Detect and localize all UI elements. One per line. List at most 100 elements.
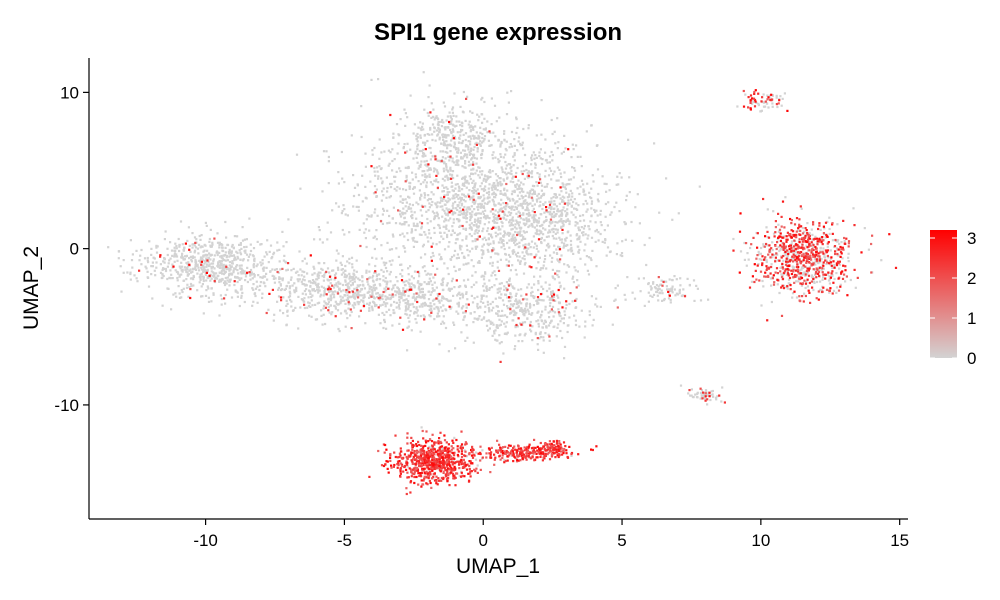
data-point (669, 301, 672, 304)
data-point (636, 193, 639, 196)
data-point (487, 190, 491, 193)
data-point (479, 217, 482, 220)
data-point (272, 277, 275, 280)
data-point (418, 164, 421, 168)
data-point (524, 332, 527, 335)
data-point (585, 210, 588, 213)
data-point (475, 224, 478, 228)
data-point (222, 263, 225, 266)
data-point (383, 264, 386, 267)
data-point (781, 97, 784, 100)
data-point (420, 283, 423, 286)
data-point (472, 198, 475, 201)
data-point (340, 290, 343, 293)
data-point (545, 289, 549, 293)
data-point (405, 176, 408, 179)
data-point (545, 326, 548, 329)
data-point (548, 203, 552, 206)
data-point (155, 266, 158, 269)
data-point (652, 282, 655, 285)
data-point (595, 144, 598, 147)
data-point (341, 296, 344, 299)
data-point (565, 183, 568, 186)
data-point (393, 180, 396, 183)
data-point (442, 160, 445, 163)
data-point (409, 182, 412, 185)
data-point (516, 302, 519, 306)
data-point (492, 242, 495, 245)
data-point (471, 274, 474, 277)
data-point (365, 245, 368, 249)
data-point (325, 150, 328, 153)
data-point (431, 123, 435, 126)
data-point (350, 256, 354, 259)
data-point (347, 289, 350, 292)
data-point (770, 263, 773, 266)
data-point (580, 179, 584, 182)
data-point (199, 278, 202, 281)
data-point (493, 186, 496, 189)
data-point (276, 241, 279, 244)
data-point (511, 285, 514, 288)
data-point (373, 271, 376, 274)
data-point (475, 281, 478, 284)
data-point (762, 243, 765, 246)
data-point (427, 168, 431, 171)
data-point (319, 293, 323, 296)
data-point (250, 271, 253, 274)
data-point (470, 168, 473, 171)
data-point (399, 118, 402, 121)
data-point (539, 293, 543, 296)
data-point (807, 249, 810, 252)
data-point (579, 155, 582, 158)
data-point (192, 274, 195, 278)
chart-title: SPI1 gene expression (374, 19, 622, 46)
data-point (653, 142, 656, 145)
data-point (213, 278, 217, 281)
data-point (770, 265, 773, 269)
data-point (479, 300, 482, 303)
data-point (517, 302, 520, 305)
data-point (216, 275, 219, 278)
data-point (526, 286, 529, 289)
data-point (456, 131, 459, 134)
data-point (520, 190, 523, 193)
data-point (448, 208, 451, 211)
data-point (339, 300, 342, 303)
data-point (467, 164, 470, 167)
data-point (472, 179, 475, 182)
data-point (173, 253, 176, 256)
data-point (556, 269, 559, 273)
data-point (524, 162, 528, 165)
data-point (593, 208, 596, 212)
data-point (131, 253, 134, 256)
data-point (427, 229, 431, 232)
data-point (524, 223, 527, 226)
data-point (587, 225, 590, 228)
data-point (344, 280, 347, 283)
data-point (521, 251, 524, 254)
data-point (289, 298, 292, 302)
data-point (433, 216, 436, 219)
data-point (316, 273, 319, 276)
data-point (322, 313, 325, 316)
data-point (187, 261, 190, 264)
data-point (468, 126, 471, 129)
data-point (252, 266, 255, 269)
data-point (514, 202, 517, 205)
data-point (492, 200, 495, 203)
data-point (650, 287, 653, 290)
data-point (271, 288, 274, 291)
data-point (504, 293, 508, 296)
data-point (757, 253, 761, 256)
data-point (566, 330, 569, 334)
data-point (196, 247, 199, 250)
data-point (815, 237, 818, 240)
data-point (433, 212, 436, 215)
data-point (577, 250, 580, 253)
data-point (220, 259, 223, 262)
data-point (210, 267, 213, 270)
data-point (477, 217, 480, 220)
data-point (657, 285, 660, 288)
data-point (536, 224, 539, 227)
